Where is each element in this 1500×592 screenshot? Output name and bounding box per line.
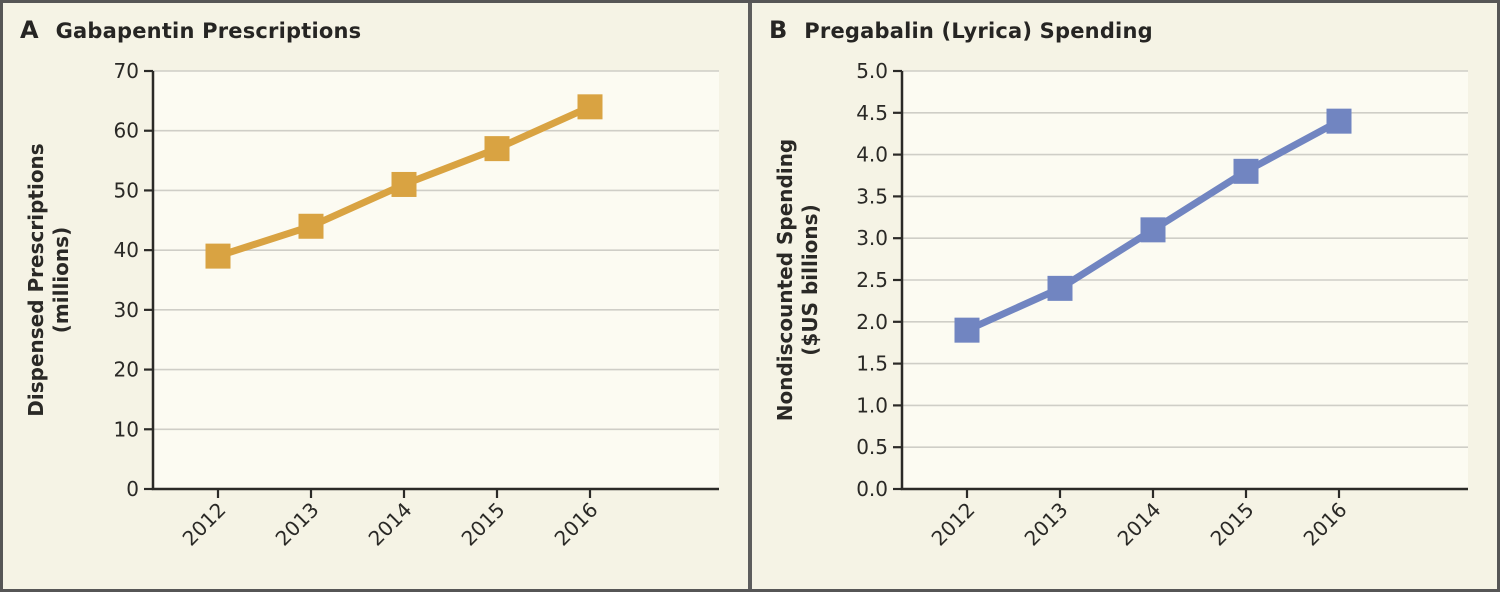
- panel-b-heading: Pregabalin (Lyrica) Spending: [804, 19, 1153, 43]
- panel-divider: [748, 3, 752, 589]
- svg-text:0.0: 0.0: [856, 477, 888, 501]
- panel-a: A Gabapentin Prescriptions 0 10 20 30 40 50 60…: [3, 3, 748, 589]
- svg-text:2015: 2015: [1206, 498, 1259, 551]
- y-axis-label: Dispensed Prescriptions(millions): [24, 143, 73, 416]
- pregabalin-spending-chart: 0.0 0.5 1.0 1.5 2.0 2.5 3.0 3.5 4.0 4.5 5.0 2012 201…: [752, 55, 1497, 589]
- svg-text:70: 70: [114, 59, 139, 83]
- svg-text:1.0: 1.0: [856, 393, 888, 417]
- svg-text:2013: 2013: [271, 498, 324, 551]
- svg-text:2014: 2014: [364, 498, 417, 551]
- svg-text:0.5: 0.5: [856, 435, 888, 459]
- panel-a-heading: Gabapentin Prescriptions: [55, 19, 362, 43]
- svg-text:2012: 2012: [927, 498, 980, 551]
- svg-text:4.0: 4.0: [856, 143, 888, 167]
- svg-text:2013: 2013: [1020, 498, 1073, 551]
- svg-text:10: 10: [114, 417, 139, 441]
- svg-text:1.5: 1.5: [856, 352, 888, 376]
- svg-text:2016: 2016: [550, 498, 603, 551]
- svg-text:40: 40: [114, 238, 139, 262]
- svg-text:30: 30: [114, 298, 139, 322]
- svg-text:2012: 2012: [178, 498, 231, 551]
- svg-text:20: 20: [114, 358, 139, 382]
- panel-a-letter: A: [20, 16, 39, 44]
- svg-text:2.0: 2.0: [856, 310, 888, 334]
- svg-text:0: 0: [126, 477, 139, 501]
- panel-b: B Pregabalin (Lyrica) Spending 0.0 0.5 1.0…: [752, 3, 1497, 589]
- svg-text:50: 50: [114, 178, 139, 202]
- gabapentin-prescriptions-chart: 0 10 20 30 40 50 60 70 2012 2013 2014 2015 2016 Dispe…: [3, 55, 748, 589]
- svg-text:2016: 2016: [1299, 498, 1352, 551]
- y-axis-label: Nondiscounted Spending($US billions): [773, 139, 822, 422]
- panel-b-title: B Pregabalin (Lyrica) Spending: [752, 3, 1497, 55]
- panel-a-title: A Gabapentin Prescriptions: [3, 3, 748, 55]
- svg-text:3.0: 3.0: [856, 226, 888, 250]
- svg-text:2.5: 2.5: [856, 268, 888, 292]
- chart-svg: 0.0 0.5 1.0 1.5 2.0 2.5 3.0 3.5 4.0 4.5 5.0 2012 201…: [773, 59, 1468, 551]
- svg-text:2015: 2015: [457, 498, 510, 551]
- panel-b-letter: B: [769, 16, 788, 44]
- svg-text:4.5: 4.5: [856, 101, 888, 125]
- svg-text:3.5: 3.5: [856, 184, 888, 208]
- svg-text:2014: 2014: [1113, 498, 1166, 551]
- svg-text:5.0: 5.0: [856, 59, 888, 83]
- svg-text:60: 60: [114, 119, 139, 143]
- chart-svg: 0 10 20 30 40 50 60 70 2012 2013 2014 2015 2016 Dispe…: [24, 59, 719, 551]
